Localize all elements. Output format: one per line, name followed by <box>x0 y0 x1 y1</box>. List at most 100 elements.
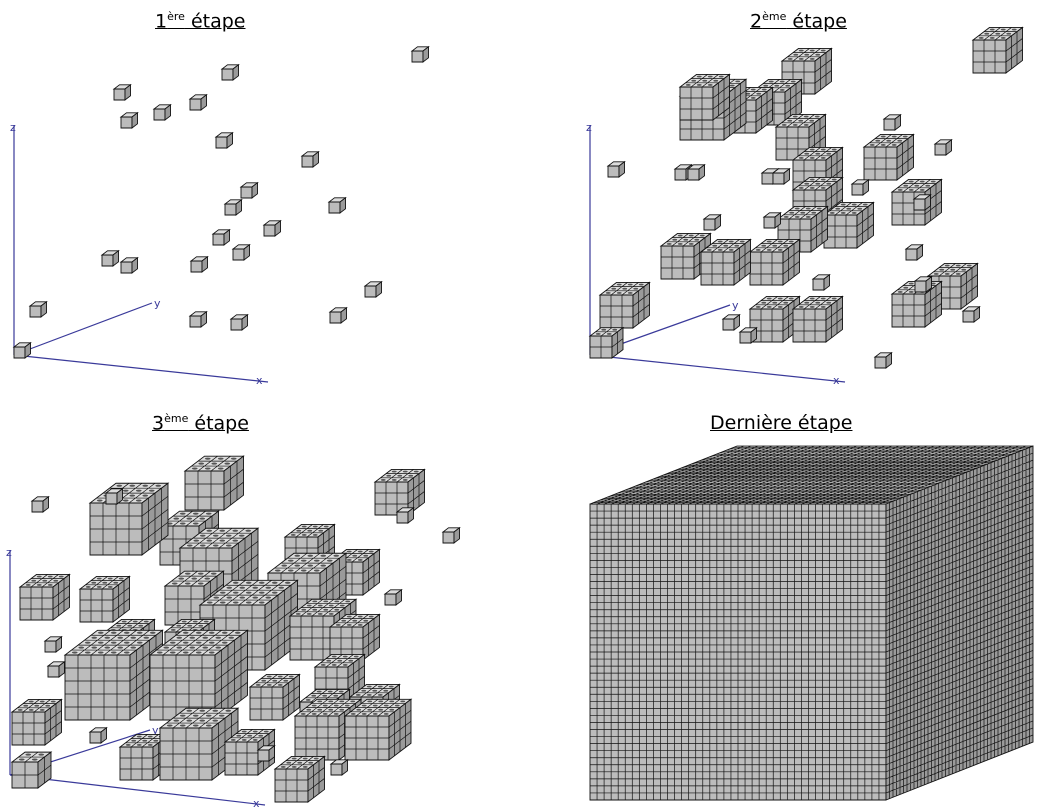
single-cube <box>220 63 240 81</box>
cube-cluster <box>748 295 801 343</box>
cube-cluster <box>88 482 170 556</box>
cube-cluster <box>678 73 731 121</box>
single-cube <box>327 196 347 214</box>
y-axis-label: y <box>732 299 739 312</box>
cube-cluster <box>598 281 651 329</box>
single-cube <box>686 163 706 181</box>
single-cube <box>112 83 132 101</box>
single-cube <box>119 111 139 129</box>
final-cube <box>589 445 1034 801</box>
single-cube <box>771 167 791 185</box>
cube-cluster <box>862 133 915 181</box>
single-cube <box>88 726 108 744</box>
x-axis-label: x <box>833 374 840 387</box>
single-cube <box>328 306 348 324</box>
single-cube <box>363 280 383 298</box>
single-cube <box>912 193 932 211</box>
single-cube <box>882 113 902 131</box>
panel-final-step: Dernière étape <box>520 400 1041 812</box>
cube-cluster <box>373 468 426 516</box>
single-cube <box>329 758 349 776</box>
single-cube <box>262 219 282 237</box>
cube-scatter-step-2: z y x <box>586 26 1024 387</box>
panel-title-2: 2ème étape <box>750 10 847 33</box>
single-cube <box>300 150 320 168</box>
single-cube <box>239 181 259 199</box>
full-cube-final <box>589 445 1034 801</box>
y-axis-label: y <box>152 724 159 737</box>
cube-scatter-step-1: z y x <box>10 45 430 387</box>
cube-cluster <box>748 238 801 286</box>
z-axis-label: z <box>6 546 12 559</box>
panel-step-2: 2ème étape z y x <box>520 0 1041 400</box>
single-cube <box>850 178 870 196</box>
x-axis-label: x <box>253 797 260 810</box>
cube-cluster <box>248 673 301 721</box>
panel-title-3: 3ème étape <box>152 412 249 435</box>
cube-cluster <box>148 629 249 721</box>
x-axis <box>13 354 269 383</box>
cube-cluster <box>699 238 752 286</box>
single-cube <box>12 341 32 359</box>
cube-cluster <box>588 326 625 359</box>
single-cube <box>873 351 893 369</box>
single-cube <box>211 228 231 246</box>
panel-title-4: Dernière étape <box>710 412 853 434</box>
cube-cluster <box>183 455 245 511</box>
single-cube <box>738 326 758 344</box>
single-cube <box>383 588 403 606</box>
z-axis-label: z <box>586 121 592 134</box>
cube-cluster <box>18 573 71 621</box>
single-cube <box>395 506 415 524</box>
single-cube <box>46 660 66 678</box>
x-axis-label: x <box>256 374 263 387</box>
single-cube <box>961 305 981 323</box>
single-cube <box>231 243 251 261</box>
cube-cluster <box>971 26 1024 74</box>
single-cube <box>43 635 63 653</box>
x-axis <box>589 354 846 383</box>
cube-cluster <box>63 629 164 721</box>
single-cube <box>223 198 243 216</box>
single-cube <box>100 249 120 267</box>
single-cube <box>410 45 430 63</box>
single-cube <box>913 275 933 293</box>
single-cube <box>152 103 172 121</box>
cube-cluster <box>10 698 63 746</box>
single-cube <box>933 138 953 156</box>
single-cube <box>762 211 782 229</box>
y-axis <box>13 302 153 356</box>
cube-cluster <box>343 698 413 761</box>
cube-cluster <box>721 86 774 134</box>
cube-cluster <box>10 751 53 789</box>
cube-cluster <box>78 575 131 623</box>
cube-cluster <box>791 295 844 343</box>
single-cube <box>606 160 626 178</box>
x-axis <box>9 774 266 806</box>
panel-step-3: 3ème étape z y x <box>0 400 520 812</box>
single-cube <box>30 495 50 513</box>
single-cube <box>104 487 124 505</box>
single-cube <box>229 313 249 331</box>
single-cube <box>188 93 208 111</box>
panel-step-1: 1ère étape z y x <box>0 0 520 400</box>
single-cube <box>119 256 139 274</box>
y-axis-label: y <box>154 297 161 310</box>
cube-cluster <box>273 755 326 803</box>
single-cube <box>189 255 209 273</box>
cube-cluster <box>328 613 381 661</box>
single-cube <box>673 163 693 181</box>
cube-cluster <box>822 201 875 249</box>
single-cube <box>256 744 276 762</box>
single-cube <box>441 526 461 544</box>
single-cube <box>28 300 48 318</box>
cube-scatter-step-3: z y x <box>6 455 461 810</box>
single-cube <box>702 213 722 231</box>
single-cube <box>721 313 741 331</box>
single-cube <box>811 273 831 291</box>
single-cube <box>904 243 924 261</box>
single-cube <box>188 310 208 328</box>
z-axis-label: z <box>10 121 16 134</box>
single-cube <box>214 131 234 149</box>
panel-title-1: 1ère étape <box>155 10 246 33</box>
